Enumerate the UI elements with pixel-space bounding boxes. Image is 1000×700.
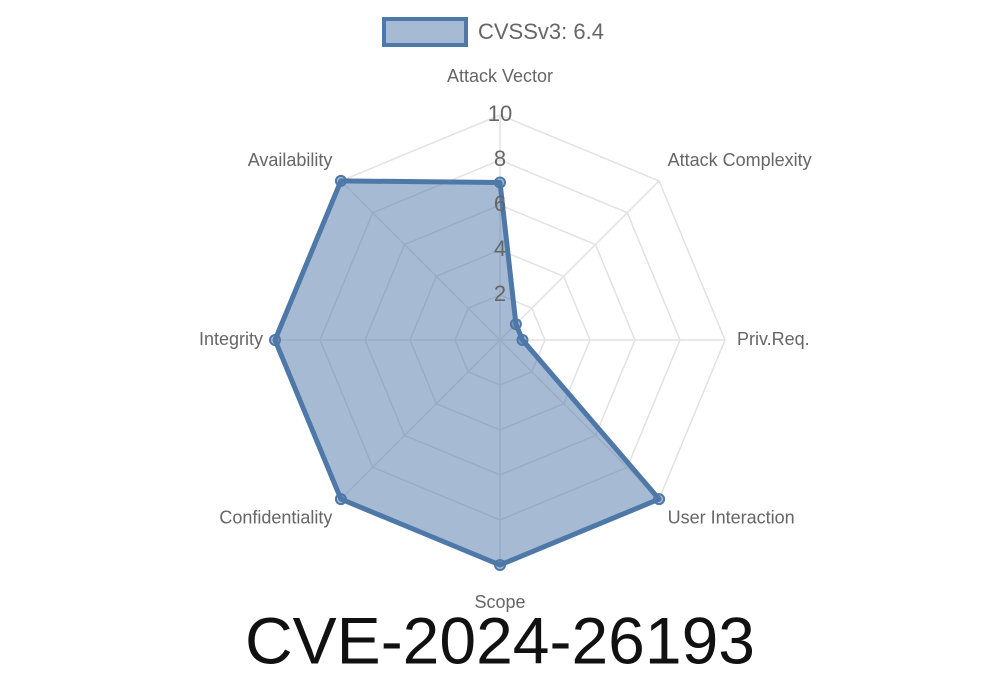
legend-swatch	[382, 17, 468, 47]
axis-label: Availability	[248, 150, 333, 170]
axis-label: User Interaction	[668, 508, 795, 528]
data-point	[494, 176, 506, 189]
data-point	[334, 493, 347, 506]
axis-label: Confidentiality	[219, 508, 332, 528]
axis-label: Scope	[474, 592, 525, 612]
data-point	[334, 174, 347, 187]
data-point	[269, 334, 281, 346]
chart-title: CVE-2024-26193	[245, 603, 755, 677]
axis-label: Integrity	[199, 329, 263, 349]
legend-label: CVSSv3: 6.4	[478, 19, 604, 44]
r-tick-label: 2	[494, 281, 506, 306]
data-point	[653, 493, 666, 506]
axis-label: Attack Complexity	[668, 150, 812, 170]
axis-label: Priv.Req.	[737, 329, 810, 349]
r-tick-label: 8	[494, 146, 506, 171]
data-point	[509, 318, 522, 331]
data-point	[516, 334, 529, 346]
data-point	[494, 559, 506, 571]
axis-label: Attack Vector	[447, 66, 553, 86]
r-tick-label: 10	[488, 101, 512, 126]
r-tick-label: 4	[494, 236, 506, 261]
r-tick-label: 6	[494, 191, 506, 216]
spoke	[499, 180, 660, 341]
